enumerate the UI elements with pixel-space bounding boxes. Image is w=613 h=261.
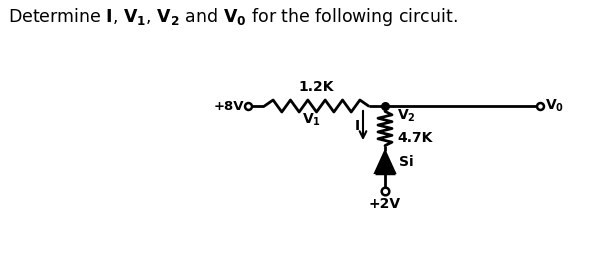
Polygon shape	[375, 151, 395, 173]
Text: Determine $\mathbf{I}$, $\mathbf{V_1}$, $\mathbf{V_2}$ and $\mathbf{V_0}$ for th: Determine $\mathbf{I}$, $\mathbf{V_1}$, …	[8, 6, 458, 28]
Text: $\mathbf{V_0}$: $\mathbf{V_0}$	[545, 98, 564, 114]
Text: $\mathbf{V_1}$: $\mathbf{V_1}$	[302, 112, 321, 128]
Text: +2V: +2V	[369, 197, 401, 211]
Text: 1.2K: 1.2K	[299, 80, 334, 94]
Text: 4.7K: 4.7K	[397, 130, 432, 145]
Text: $\mathbf{V_2}$: $\mathbf{V_2}$	[397, 108, 416, 124]
Text: +8V: +8V	[213, 99, 244, 112]
Text: Si: Si	[399, 155, 414, 169]
Text: I: I	[355, 118, 360, 133]
